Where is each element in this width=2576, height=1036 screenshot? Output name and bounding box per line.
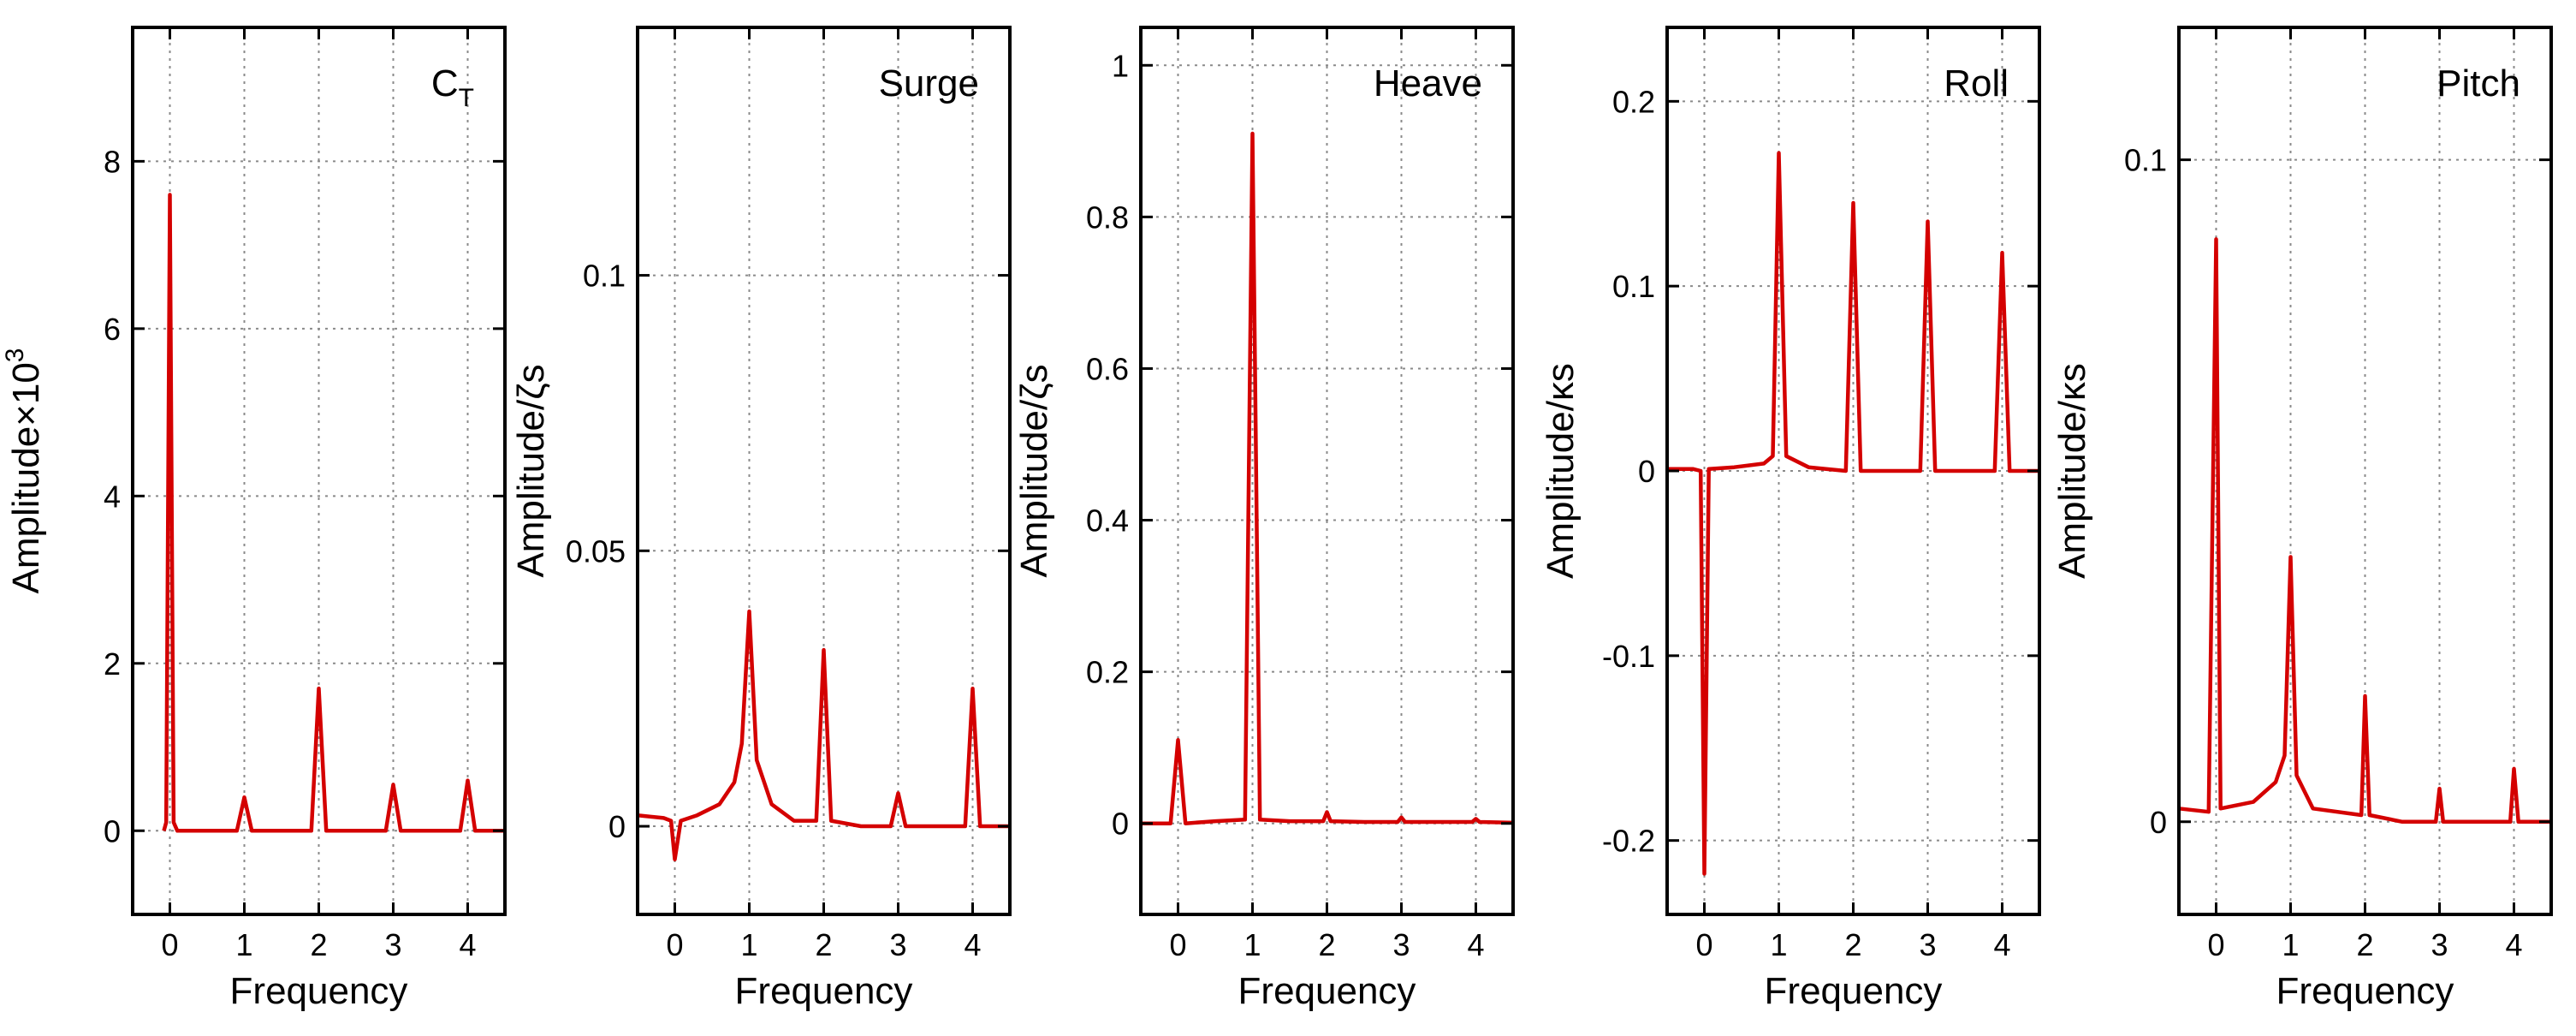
y-tick-label: 0.05 — [566, 533, 626, 569]
x-tick-label: 4 — [2505, 927, 2522, 962]
panel-title: Roll — [1944, 63, 2009, 104]
x-tick-label: 3 — [1392, 927, 1410, 962]
x-tick-label: 1 — [2282, 927, 2299, 962]
y-tick-label: 0.2 — [1612, 84, 1655, 119]
y-axis-label: Amplitude/ζs — [510, 364, 552, 577]
panel-title: CT — [431, 63, 474, 112]
x-tick-label: 2 — [310, 927, 327, 962]
y-axis-label: Amplitude/κs — [1540, 363, 1582, 579]
y-tick-label: -0.2 — [1602, 824, 1655, 859]
y-tick-label: 0 — [104, 813, 121, 848]
x-axis-label: Frequency — [1238, 970, 1416, 1012]
chart-panel-3: 0 1 2 3 4 0 0.2 0.4 0.6 0.8 1 Frequency Amplitude/ζs… — [1013, 26, 1515, 1012]
x-tick-label: 1 — [1770, 927, 1787, 962]
x-tick-label: 0 — [161, 927, 178, 962]
x-axis-label: Frequency — [2276, 970, 2454, 1012]
x-axis-label: Frequency — [735, 970, 913, 1012]
x-tick-label: 0 — [666, 927, 683, 962]
y-axis-label: Amplitude/κs — [2051, 363, 2093, 579]
y-tick-label: 0.1 — [1612, 269, 1655, 304]
y-tick-label: 1 — [1112, 48, 1129, 83]
y-tick-label: -0.1 — [1602, 639, 1655, 674]
y-tick-label: 0.1 — [2124, 143, 2167, 178]
x-tick-label: 4 — [1993, 927, 2010, 962]
panel-title: Surge — [879, 63, 979, 104]
panel-title: Pitch — [2437, 63, 2520, 104]
chart-panel-2: 0 1 2 3 4 0 0.05 0.1 Frequency Amplitude/ζs Surge — [510, 26, 1012, 1012]
chart-panel-1: 0 1 2 3 4 0 2 4 6 8 Frequency Amplitude×103 CT — [1, 26, 507, 1012]
chart-panel-4: 0 1 2 3 4 -0.2 -0.1 0 0.1 0.2 Frequency Amplitude/κ… — [1540, 26, 2041, 1012]
y-tick-label: 0.4 — [1086, 503, 1129, 539]
y-tick-label: 0.2 — [1086, 655, 1129, 690]
y-tick-label: 6 — [104, 312, 121, 347]
x-tick-label: 2 — [2356, 927, 2373, 962]
x-axis-label: Frequency — [230, 970, 408, 1012]
series-line-1 — [162, 193, 505, 833]
y-tick-label: 0 — [1112, 807, 1129, 842]
x-tick-label: 2 — [1318, 927, 1335, 962]
y-axis-label: Amplitude/ζs — [1013, 364, 1055, 577]
x-tick-label: 4 — [459, 927, 476, 962]
series-line-3 — [1141, 131, 1514, 825]
x-tick-label: 2 — [1844, 927, 1861, 962]
x-tick-label: 1 — [1243, 927, 1261, 962]
y-tick-label: 0 — [608, 809, 626, 844]
x-tick-label: 1 — [235, 927, 252, 962]
y-tick-label: 0.1 — [583, 259, 626, 294]
series-line-2 — [637, 609, 1010, 861]
x-tick-label: 3 — [889, 927, 906, 962]
x-tick-label: 3 — [1919, 927, 1936, 962]
series-line-4 — [1667, 151, 2039, 876]
x-tick-label: 3 — [2431, 927, 2448, 962]
x-tick-label: 4 — [964, 927, 981, 962]
y-tick-label: 4 — [104, 479, 121, 514]
y-tick-label: 0.6 — [1086, 351, 1129, 386]
panel-title: Heave — [1374, 63, 1482, 104]
series-line-5 — [2178, 237, 2551, 825]
y-tick-label: 2 — [104, 646, 121, 682]
x-tick-label: 0 — [1169, 927, 1186, 962]
chart-panel-5: 0 1 2 3 4 0 0.1 Frequency Amplitude/κs Pitch — [2051, 26, 2553, 1012]
y-tick-label: 0 — [2150, 805, 2167, 840]
x-tick-label: 1 — [740, 927, 757, 962]
y-tick-label: 8 — [104, 144, 121, 179]
y-tick-label: 0 — [1638, 454, 1655, 489]
x-tick-label: 2 — [815, 927, 832, 962]
x-tick-label: 4 — [1467, 927, 1484, 962]
y-tick-label: 0.8 — [1086, 199, 1129, 235]
x-axis-label: Frequency — [1765, 970, 1943, 1012]
x-tick-label: 3 — [384, 927, 401, 962]
x-tick-label: 0 — [1695, 927, 1712, 962]
x-tick-label: 0 — [2207, 927, 2224, 962]
y-axis-label: Amplitude×103 — [1, 348, 47, 594]
